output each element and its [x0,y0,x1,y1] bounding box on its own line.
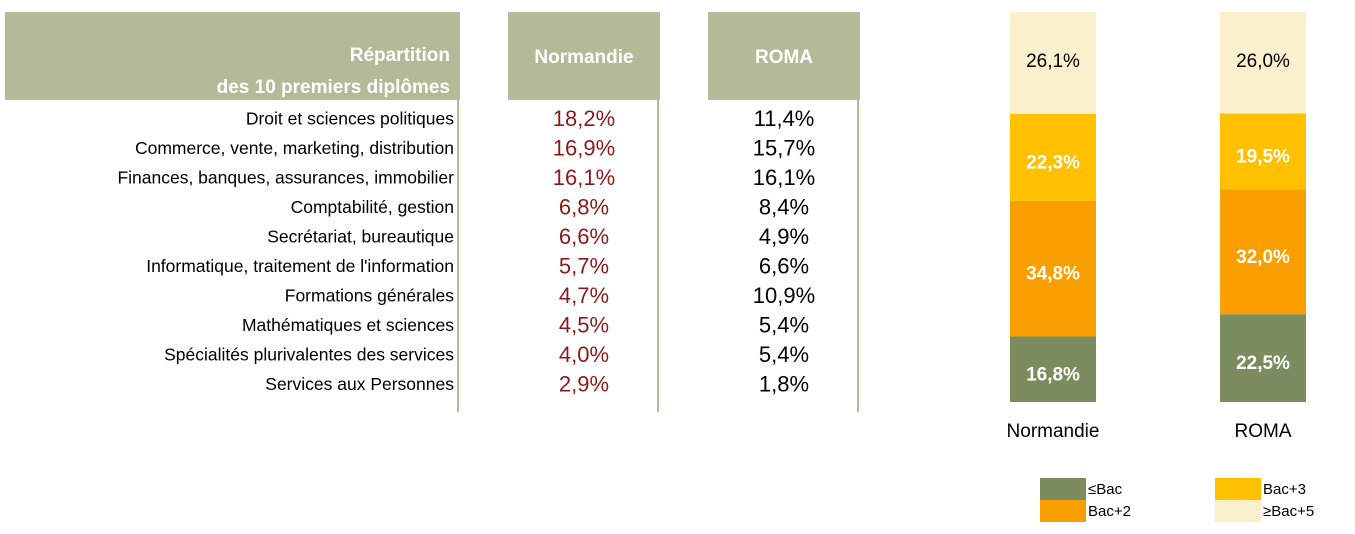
roma-value: 5,4% [759,312,809,337]
segment-label: 19,5% [1236,146,1290,167]
column-header: ROMA [755,47,813,68]
legend-swatch [1215,478,1261,500]
normandie-value: 6,8% [559,194,609,219]
category-label: ROMA [1235,421,1292,442]
normandie-value: 6,6% [559,224,609,249]
legend-label: ≤Bac [1088,481,1123,498]
normandie-value: 18,2% [553,106,615,131]
roma-value: 11,4% [754,106,815,131]
legend-swatch [1040,478,1086,500]
row-label: Comptabilité, gestion [291,197,454,217]
bar-segment [1220,113,1306,190]
bar-segment [1010,200,1096,337]
segment-label: 32,0% [1236,247,1290,268]
roma-value: 15,7% [753,135,815,160]
roma-value: 10,9% [753,283,815,308]
column-header: Normandie [534,47,633,68]
bar-segment [1220,189,1306,315]
segment-label: 26,1% [1026,51,1080,72]
legend-swatch [1215,500,1261,522]
segment-label: 26,0% [1236,51,1290,72]
roma-value: 8,4% [759,194,809,219]
roma-value: 1,8% [759,371,809,396]
row-label: Spécialités plurivalentes des services [164,345,454,365]
legend-label: Bac+2 [1088,503,1131,520]
header-cell [5,12,460,100]
legend-swatch [1040,500,1086,522]
normandie-value: 16,1% [553,165,615,190]
roma-value: 16,1% [753,165,815,190]
segment-label: 16,8% [1026,364,1080,385]
normandie-value: 2,9% [559,371,609,396]
row-label: Formations générales [285,286,454,306]
roma-value: 5,4% [759,342,809,367]
category-label: Normandie [1007,421,1100,442]
normandie-value: 5,7% [559,253,609,278]
bar-segment [1010,12,1096,114]
normandie-value: 4,0% [559,342,609,367]
bar-segment [1010,113,1096,201]
row-label: Services aux Personnes [265,374,454,394]
row-label: Secrétariat, bureautique [267,227,454,247]
segment-label: 22,5% [1236,353,1290,374]
corner-title: des 10 premiers diplômes [217,77,450,98]
header-cell [508,12,660,100]
row-label: Commerce, vente, marketing, distribution [135,138,454,158]
normandie-value: 16,9% [553,135,615,160]
row-label: Finances, banques, assurances, immobilie… [117,168,454,188]
corner-title: Répartition [350,45,450,66]
roma-value: 6,6% [759,253,809,278]
legend-label: Bac+3 [1263,481,1306,498]
segment-label: 22,3% [1026,152,1080,173]
row-label: Droit et sciences politiques [246,109,454,129]
row-label: Informatique, traitement de l'informatio… [146,256,454,276]
segment-label: 34,8% [1026,264,1080,285]
bar-segment [1220,314,1306,402]
legend-label: ≥Bac+5 [1263,503,1314,520]
normandie-value: 4,5% [559,312,609,337]
normandie-value: 4,7% [559,283,609,308]
bar-segment [1010,336,1096,402]
row-label: Mathématiques et sciences [242,315,454,335]
header-cell [708,12,860,100]
bar-segment [1220,12,1306,114]
roma-value: 4,9% [759,224,809,249]
